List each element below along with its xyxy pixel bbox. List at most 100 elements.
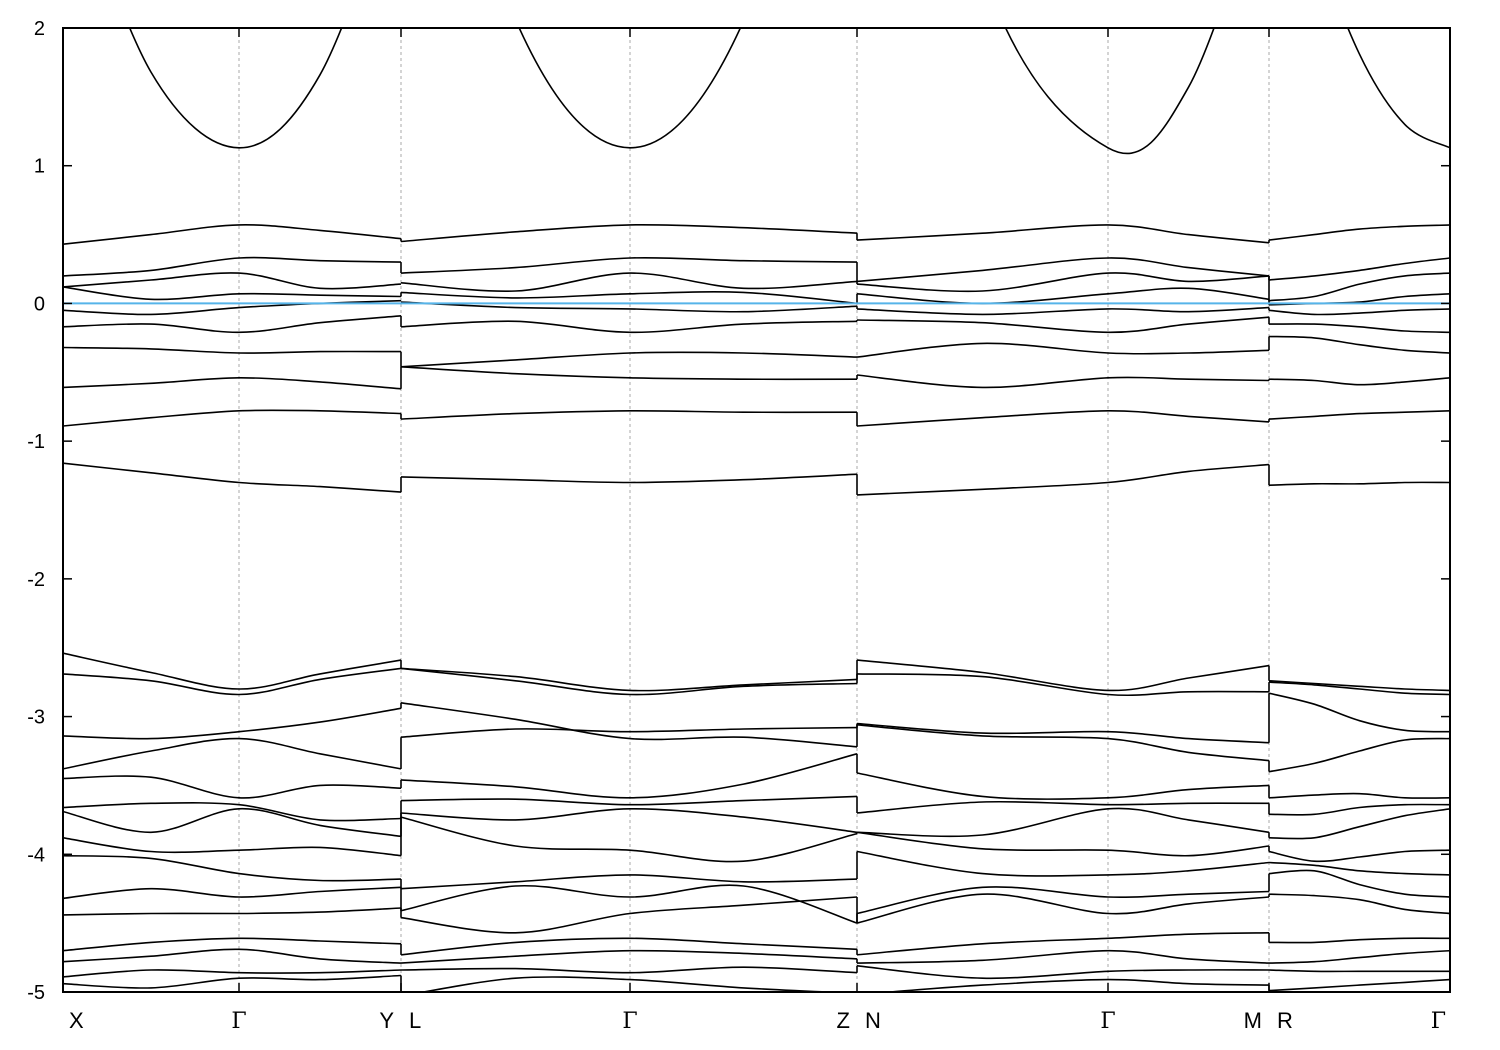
y-tick-label: 0	[34, 293, 45, 315]
band-line	[63, 907, 402, 916]
kpoint-label: R	[1277, 1008, 1293, 1033]
band-line	[419, 976, 844, 992]
y-tick-label: -5	[27, 982, 45, 1004]
band-line	[63, 807, 402, 838]
band-line	[63, 652, 402, 690]
band-line	[400, 702, 858, 748]
band-line	[400, 726, 858, 738]
band-line	[1268, 937, 1450, 944]
band-line	[63, 775, 402, 799]
kpoint-label: L	[409, 1008, 421, 1033]
band-line	[63, 937, 402, 952]
band-line	[63, 948, 402, 964]
kpoint-label: Γ	[1431, 1009, 1446, 1034]
plot-frame	[62, 27, 1451, 993]
band-line	[1268, 803, 1450, 816]
band-line	[1268, 861, 1450, 876]
band-line	[856, 342, 1270, 358]
band-line	[400, 272, 858, 292]
band-line	[400, 816, 858, 863]
band-line	[856, 224, 1270, 244]
band-line	[63, 224, 402, 245]
band-line	[856, 673, 1270, 697]
band-line	[400, 753, 858, 799]
band-line	[1268, 410, 1450, 420]
y-axis-ticks: -5 -4 -3 -2 -1 0 1 2	[27, 18, 1450, 1004]
band-line	[856, 893, 1270, 924]
band-line	[856, 965, 1270, 980]
band-line	[400, 473, 858, 484]
band-line	[400, 937, 858, 956]
band-line	[1268, 849, 1450, 863]
band-line	[856, 800, 1270, 814]
band-line	[1268, 481, 1450, 486]
band-line	[1268, 681, 1450, 696]
band-line	[856, 316, 1270, 334]
band-line	[400, 949, 858, 964]
band-line	[856, 932, 1270, 956]
band-line	[63, 969, 402, 978]
band-line	[63, 409, 402, 427]
band-line	[400, 667, 858, 696]
kpoint-label: Γ	[1100, 1009, 1115, 1034]
band-line	[1268, 308, 1450, 316]
band-line	[400, 223, 858, 243]
bands	[63, 28, 1450, 992]
y-tick-label: 2	[34, 18, 45, 40]
y-tick-label: -4	[27, 844, 45, 866]
band-line	[1268, 969, 1450, 973]
band-line	[1268, 323, 1450, 334]
band-line	[63, 286, 402, 301]
band-line	[856, 257, 1270, 283]
band-line	[63, 299, 402, 316]
band-line	[1268, 335, 1450, 354]
band-line	[400, 320, 858, 334]
band-line	[63, 837, 402, 857]
band-line	[63, 737, 402, 770]
band-line	[856, 886, 1270, 915]
band-line	[400, 874, 858, 890]
band-line	[1004, 28, 1215, 155]
band-line	[63, 256, 402, 277]
band-line	[1268, 737, 1450, 773]
band-line	[400, 966, 858, 974]
band-line	[856, 807, 1270, 838]
y-tick-label: -3	[27, 707, 45, 729]
band-line	[400, 896, 858, 934]
band-line	[400, 256, 858, 274]
band-line	[400, 351, 858, 368]
band-line	[63, 315, 402, 334]
band-line	[856, 463, 1270, 496]
band-line	[400, 667, 858, 692]
band-line	[1347, 28, 1450, 149]
band-line	[400, 366, 858, 381]
band-line	[1268, 808, 1450, 840]
band-line	[1268, 680, 1450, 692]
y-tick-label: -1	[27, 431, 45, 453]
band-line	[1268, 257, 1450, 281]
band-line	[63, 667, 402, 696]
band-line	[400, 291, 858, 305]
band-line	[400, 807, 858, 834]
kpoint-label: X	[69, 1008, 84, 1033]
band-line	[63, 346, 402, 354]
band-line	[1268, 792, 1450, 799]
band-line	[856, 374, 1270, 389]
kpoint-label: N	[865, 1008, 881, 1033]
kpoint-label: M	[1244, 1008, 1262, 1033]
band-line	[856, 831, 1270, 857]
band-line	[1268, 893, 1450, 915]
band-line	[856, 850, 1270, 877]
band-line	[856, 949, 1270, 964]
band-line	[856, 287, 1270, 305]
band-line	[63, 854, 402, 882]
band-line	[1268, 224, 1450, 241]
band-line	[880, 978, 1270, 992]
band-line	[63, 707, 402, 740]
kpoint-label: Γ	[231, 1009, 246, 1034]
band-line	[63, 974, 402, 989]
band-line	[400, 409, 858, 420]
band-line	[856, 724, 1270, 762]
kpoint-label: Γ	[622, 1009, 637, 1034]
